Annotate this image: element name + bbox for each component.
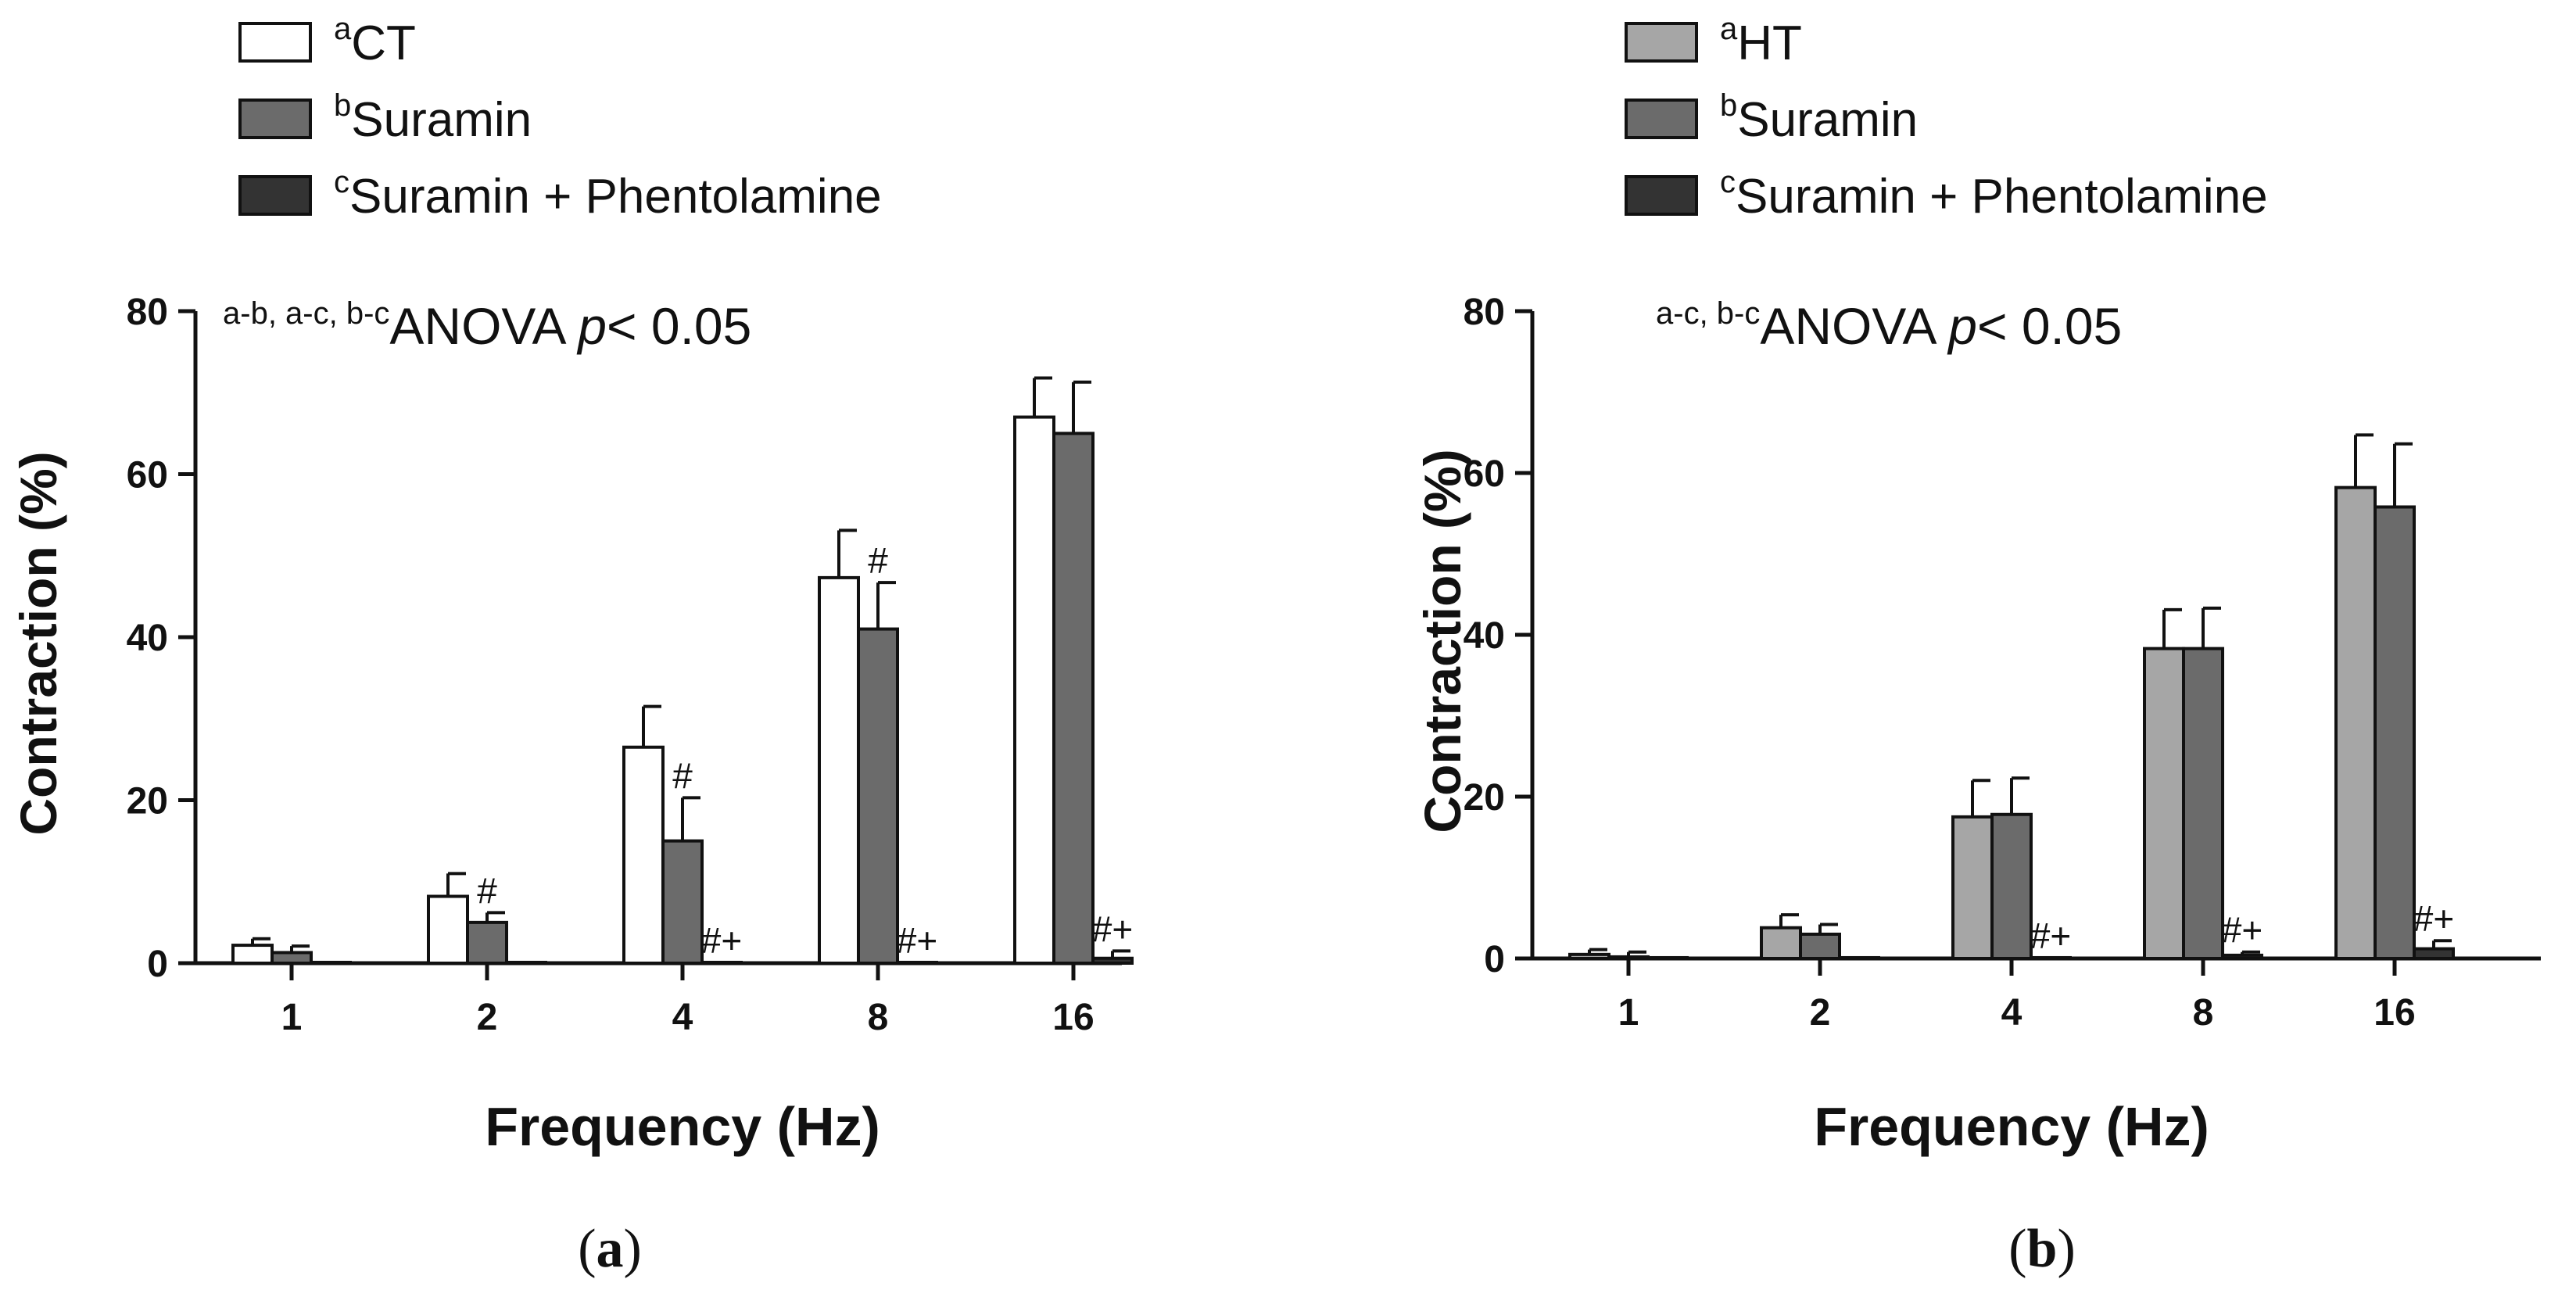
y-tick-label-80: 80 [1464, 292, 1505, 333]
bar-c-8 [2221, 953, 2263, 960]
y-tick-label-60: 60 [127, 455, 168, 496]
legend-swatch-c [1625, 175, 1698, 216]
bar-a-2 [427, 894, 469, 966]
x-tick-label-16: 16 [1052, 997, 1094, 1038]
x-axis-label: Frequency (Hz) [485, 1096, 880, 1157]
y-tick-label-40: 40 [127, 618, 168, 659]
legend-entry-b: bSuramin [1720, 88, 1918, 147]
y-tick-label-0: 0 [1484, 939, 1505, 980]
legend-swatch-c [238, 175, 312, 216]
bar-b-2 [1799, 932, 1841, 960]
legend-swatch-b [238, 99, 312, 139]
chart-panel-b: aHT bSuramin cSuramin + Phentolamine 0 20 40 6… [1413, 12, 2541, 1279]
x-tick-label-1: 1 [281, 997, 303, 1038]
panel-label: (b) [2008, 1219, 2076, 1279]
significance-mark-c-4: #+ [2030, 915, 2071, 956]
bar-c-16 [2413, 947, 2455, 960]
bar-a-2 [1760, 926, 1802, 961]
legend: aHT bSuramin cSuramin + Phentolamine [1625, 12, 2268, 224]
y-tick-label-20: 20 [127, 781, 168, 822]
significance-mark-c-4: #+ [701, 920, 742, 961]
y-tick-label-40: 40 [1464, 615, 1505, 657]
chart-panel-a: aCT bSuramin cSuramin + Phentolamine 0 20 40 6… [9, 12, 1134, 1279]
x-tick-label-4: 4 [672, 997, 693, 1038]
significance-mark-c-16: #+ [1092, 908, 1133, 949]
bar-a-16 [1013, 415, 1055, 965]
x-axis-label: Frequency (Hz) [1814, 1096, 2209, 1157]
legend: aCT bSuramin cSuramin + Phentolamine [238, 12, 882, 224]
y-axis-label: Contraction (%) [1413, 449, 1471, 833]
significance-mark-b-2: # [477, 870, 497, 911]
x-tick-label-1: 1 [1618, 992, 1639, 1034]
legend-entry-a: aCT [334, 12, 416, 70]
bar-a-4 [1951, 815, 1994, 960]
significance-mark-b-8: # [868, 540, 888, 581]
y-tick-label-0: 0 [147, 944, 168, 985]
legend-entry-a: aHT [1720, 12, 1802, 70]
bar-b-1 [270, 951, 313, 966]
legend-swatch-b [1625, 99, 1698, 139]
legend-entry-c: cSuramin + Phentolamine [1720, 165, 2268, 224]
legend-entry-c: cSuramin + Phentolamine [334, 165, 882, 224]
legend-swatch-a [238, 22, 312, 63]
y-tick-label-20: 20 [1464, 777, 1505, 819]
significance-mark-c-8: #+ [897, 920, 937, 961]
bar-b-4 [661, 839, 704, 965]
bar-b-1 [1607, 955, 1650, 961]
anova-annotation: a-b, a-c, b-cANOVA p< 0.05 [223, 296, 751, 355]
bar-a-4 [622, 745, 665, 965]
significance-mark-c-16: #+ [2413, 898, 2454, 939]
bar-a-1 [1568, 952, 1610, 960]
bar-b-2 [466, 920, 508, 965]
bar-a-16 [2334, 485, 2377, 960]
x-tick-label-2: 2 [477, 997, 498, 1038]
significance-mark-c-8: #+ [2222, 910, 2263, 951]
bar-a-1 [231, 944, 274, 965]
bar-b-4 [1990, 812, 2033, 961]
bar-a-8 [818, 575, 860, 966]
x-tick-label-8: 8 [2193, 992, 2214, 1034]
bar-c-1 [310, 960, 352, 966]
bar-b-16 [2374, 505, 2416, 960]
x-tick-label-8: 8 [868, 997, 889, 1038]
legend-swatch-a [1625, 22, 1698, 63]
y-tick-label-60: 60 [1464, 453, 1505, 495]
bar-a-8 [2143, 647, 2185, 960]
x-tick-label-2: 2 [1810, 992, 1831, 1034]
bar-b-8 [857, 627, 899, 965]
panel-label: (a) [578, 1219, 642, 1279]
bar-c-4 [700, 960, 743, 966]
y-tick-label-80: 80 [127, 292, 168, 333]
bar-c-8 [896, 960, 938, 966]
y-axis-label: Contraction (%) [9, 451, 67, 835]
legend-entry-b: bSuramin [334, 88, 532, 147]
significance-mark-b-4: # [672, 755, 693, 796]
x-tick-label-16: 16 [2374, 992, 2415, 1034]
bar-c-2 [505, 960, 547, 966]
bar-b-8 [2182, 647, 2224, 960]
bar-b-16 [1052, 432, 1095, 965]
bar-c-16 [1091, 956, 1134, 965]
anova-annotation: a-c, b-cANOVA p< 0.05 [1656, 296, 2122, 355]
x-tick-label-4: 4 [2001, 992, 2022, 1034]
